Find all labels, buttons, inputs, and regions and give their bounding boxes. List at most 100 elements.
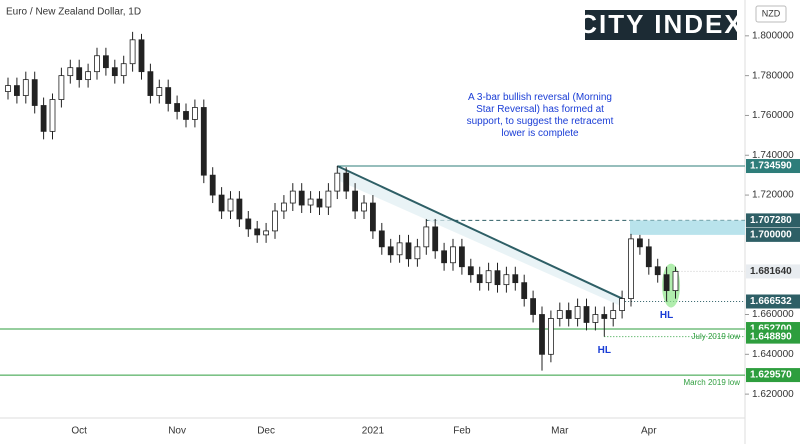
candle-body — [316, 198, 323, 208]
trend-line — [336, 165, 623, 300]
candle-body — [610, 310, 617, 319]
candle-body — [361, 202, 367, 212]
candle-body — [191, 107, 198, 120]
candle-body — [31, 79, 38, 106]
level-badge — [746, 329, 800, 344]
candle-body — [343, 172, 350, 192]
candle-body — [245, 218, 252, 230]
x-tick-label: Apr — [641, 426, 657, 437]
level-badge — [746, 213, 800, 228]
currency: NZD — [762, 8, 781, 18]
candle-body — [272, 210, 278, 232]
candle-body — [183, 111, 189, 120]
candle-body — [254, 228, 261, 236]
candle-body — [378, 230, 385, 248]
chart-title: Euro / New Zealand Dollar, 1D — [6, 7, 141, 18]
level-label: 1.666532 — [750, 296, 792, 307]
candle-body — [503, 274, 510, 286]
candle-body — [619, 298, 625, 311]
trend-shade — [337, 166, 623, 307]
candle-body — [280, 202, 287, 212]
candle-body — [147, 71, 154, 96]
candle-body — [414, 246, 421, 260]
candle-body — [548, 318, 554, 355]
x-tick-label: Dec — [257, 426, 275, 437]
candle-body — [49, 99, 56, 132]
level-badge — [746, 294, 800, 309]
level-label: 1.681640 — [750, 266, 792, 277]
candle-body — [174, 103, 181, 112]
candle-body — [120, 63, 127, 77]
logo: CITY INDEX — [578, 9, 743, 39]
candle-body — [227, 198, 234, 212]
y-tick-label: 1.720000 — [752, 190, 794, 201]
x-tick-label: Nov — [168, 426, 186, 437]
y-tick-label: 1.780000 — [752, 70, 794, 81]
candle-body — [156, 87, 163, 96]
level-badge — [746, 264, 800, 279]
annotation: A 3-bar bullish reversal (Morning Star R… — [466, 92, 614, 139]
candle-body — [58, 75, 65, 100]
candle-body — [209, 174, 216, 196]
candle-body — [5, 85, 11, 92]
candle-body — [530, 298, 536, 315]
candle-body — [441, 250, 448, 264]
candle-body — [334, 172, 341, 192]
candle-body — [672, 271, 679, 292]
candle-body — [663, 274, 670, 292]
candle-body — [432, 226, 439, 252]
candle-body — [165, 87, 172, 104]
candle-body — [129, 39, 136, 65]
x-tick-label: Mar — [551, 426, 569, 437]
x-tick-label: Feb — [453, 426, 471, 437]
candle-body — [654, 266, 661, 276]
candle-body — [405, 242, 412, 260]
level-note: March 2019 low — [684, 378, 741, 387]
y-tick-label: 1.660000 — [752, 309, 794, 320]
y-tick-label: 1.800000 — [752, 30, 794, 41]
candle-body — [574, 306, 581, 319]
swing-label: HL — [598, 345, 611, 356]
candle-body — [298, 190, 305, 206]
candle-body — [458, 246, 465, 268]
currency-badge — [755, 5, 787, 23]
logo-box — [585, 10, 737, 40]
candle-body — [592, 314, 599, 323]
candle-body — [13, 85, 20, 96]
candle-body — [236, 198, 243, 220]
candle-body — [476, 274, 483, 284]
candle-body — [40, 105, 47, 132]
level-label: 1.652700 — [750, 324, 792, 335]
level-badge — [746, 159, 800, 174]
x-tick-label: 2021 — [362, 426, 385, 437]
level-label: 1.734590 — [750, 161, 792, 172]
candle-body — [22, 79, 29, 96]
candle-body — [521, 282, 528, 299]
candle-body — [628, 238, 634, 299]
candle-body — [76, 67, 83, 81]
candle-body — [645, 246, 652, 268]
candle-body — [352, 190, 359, 212]
x-tick-label: Oct — [71, 426, 87, 437]
candle-body — [103, 55, 109, 69]
candle-body — [85, 71, 91, 81]
level-label: 1.707280 — [750, 215, 792, 226]
candle-body — [565, 310, 572, 319]
candle-body — [423, 226, 430, 248]
candle-body — [218, 194, 225, 212]
candle-body — [583, 306, 590, 323]
candle-body — [637, 238, 643, 248]
candle-body — [512, 274, 519, 284]
candle-body — [111, 67, 118, 77]
swing-label: HL — [660, 310, 673, 321]
candle-body — [467, 266, 474, 276]
resistance-zone — [630, 220, 745, 235]
level-badge — [746, 368, 800, 383]
candle-body — [200, 107, 207, 176]
candle-body — [396, 242, 403, 256]
candle-body — [94, 55, 100, 73]
candle-body — [263, 230, 270, 236]
y-tick-label: 1.640000 — [752, 349, 794, 360]
y-tick-label: 1.620000 — [752, 389, 794, 400]
